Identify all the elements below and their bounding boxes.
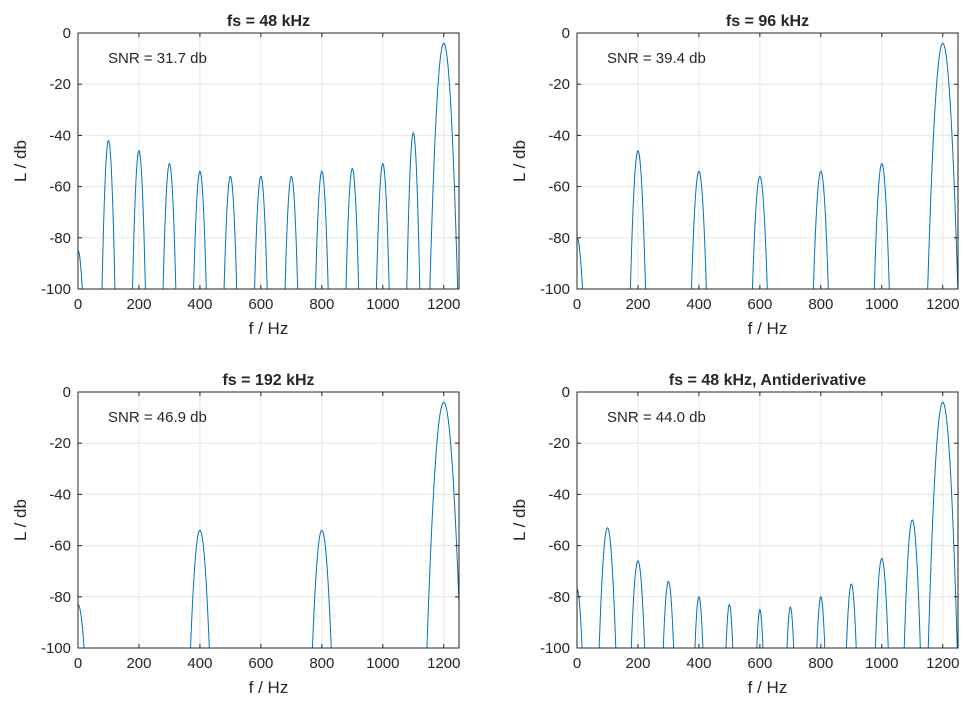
chart-title: fs = 192 kHz	[222, 372, 314, 389]
x-axis-label: f / Hz	[748, 319, 788, 338]
x-tick-label: 200	[625, 655, 650, 672]
y-tick-label: -60	[548, 538, 570, 555]
y-tick-label: 0	[63, 384, 71, 401]
spectrum-trace	[577, 42, 958, 289]
snr-annotation: SNR = 46.9 db	[108, 409, 207, 426]
spectrum-trace	[78, 42, 459, 289]
x-tick-label: 800	[309, 655, 334, 672]
spectrum-trace	[78, 401, 459, 648]
x-tick-label: 0	[74, 296, 82, 313]
x-tick-label: 800	[808, 296, 833, 313]
y-tick-label: -80	[548, 589, 570, 606]
x-tick-label: 200	[625, 296, 650, 313]
x-tick-label: 0	[573, 655, 581, 672]
y-axis-label: L / db	[11, 140, 30, 182]
x-tick-label: 600	[747, 296, 772, 313]
x-tick-label: 400	[686, 655, 711, 672]
y-tick-label: -60	[548, 179, 570, 196]
x-tick-label: 400	[187, 655, 212, 672]
chart-title: fs = 48 kHz, Antiderivative	[669, 372, 866, 389]
chart-title: fs = 96 kHz	[726, 13, 809, 30]
y-tick-label: -40	[49, 127, 71, 144]
x-axis-label: f / Hz	[249, 678, 289, 697]
x-tick-label: 600	[248, 296, 273, 313]
chart-panel-1: 0 200 400 600 800 1000 1200 0 -20 -40 -60 -80 -100 fs…	[11, 13, 460, 338]
y-tick-label: -100	[540, 640, 570, 657]
snr-annotation: SNR = 44.0 db	[607, 409, 706, 426]
y-tick-label: -20	[49, 435, 71, 452]
x-tick-label: 200	[126, 296, 151, 313]
chart-panel-4: 0 200 400 600 800 1000 1200 0 -20 -40 -60 -80 -100 fs…	[510, 372, 959, 697]
x-axis-label: f / Hz	[249, 319, 289, 338]
x-tick-label: 400	[187, 296, 212, 313]
x-tick-label: 1200	[427, 655, 460, 672]
x-tick-label: 1200	[926, 296, 959, 313]
y-tick-label: -20	[49, 76, 71, 93]
x-tick-label: 200	[126, 655, 151, 672]
chart-panel-2: 0 200 400 600 800 1000 1200 0 -20 -40 -60 -80 -100 fs…	[510, 13, 959, 338]
y-tick-label: 0	[562, 384, 570, 401]
y-tick-label: -100	[41, 640, 71, 657]
y-tick-label: -100	[41, 281, 71, 298]
chart-panel-3: 0 200 400 600 800 1000 1200 0 -20 -40 -60 -80 -100 fs…	[11, 372, 460, 697]
x-tick-label: 1200	[926, 655, 959, 672]
x-tick-label: 800	[808, 655, 833, 672]
axes-frame	[77, 32, 460, 290]
y-tick-label: -60	[49, 538, 71, 555]
chart-title: fs = 48 kHz	[227, 13, 310, 30]
y-tick-label: -60	[49, 179, 71, 196]
x-tick-label: 600	[248, 655, 273, 672]
snr-annotation: SNR = 39.4 db	[607, 50, 706, 67]
axes-frame	[576, 391, 959, 649]
y-tick-label: -80	[49, 589, 71, 606]
y-tick-label: -40	[49, 486, 71, 503]
y-tick-label: -80	[49, 230, 71, 247]
x-tick-label: 600	[747, 655, 772, 672]
axes-frame	[576, 32, 959, 290]
y-axis-label: L / db	[11, 499, 30, 541]
y-tick-label: 0	[63, 25, 71, 42]
y-tick-label: -40	[548, 127, 570, 144]
x-tick-label: 400	[686, 296, 711, 313]
axes-frame	[77, 391, 460, 649]
y-axis-label: L / db	[510, 499, 529, 541]
y-tick-label: 0	[562, 25, 570, 42]
x-tick-label: 1000	[865, 296, 898, 313]
x-tick-label: 1200	[427, 296, 460, 313]
x-tick-label: 800	[309, 296, 334, 313]
y-tick-label: -40	[548, 486, 570, 503]
y-axis-label: L / db	[510, 140, 529, 182]
y-tick-label: -20	[548, 76, 570, 93]
x-tick-label: 1000	[366, 655, 399, 672]
x-tick-label: 1000	[366, 296, 399, 313]
spectrum-trace	[577, 401, 958, 648]
y-tick-label: -80	[548, 230, 570, 247]
x-axis-label: f / Hz	[748, 678, 788, 697]
y-tick-label: -20	[548, 435, 570, 452]
snr-annotation: SNR = 31.7 db	[108, 50, 207, 67]
y-tick-label: -100	[540, 281, 570, 298]
x-tick-label: 0	[74, 655, 82, 672]
x-tick-label: 1000	[865, 655, 898, 672]
x-tick-label: 0	[573, 296, 581, 313]
